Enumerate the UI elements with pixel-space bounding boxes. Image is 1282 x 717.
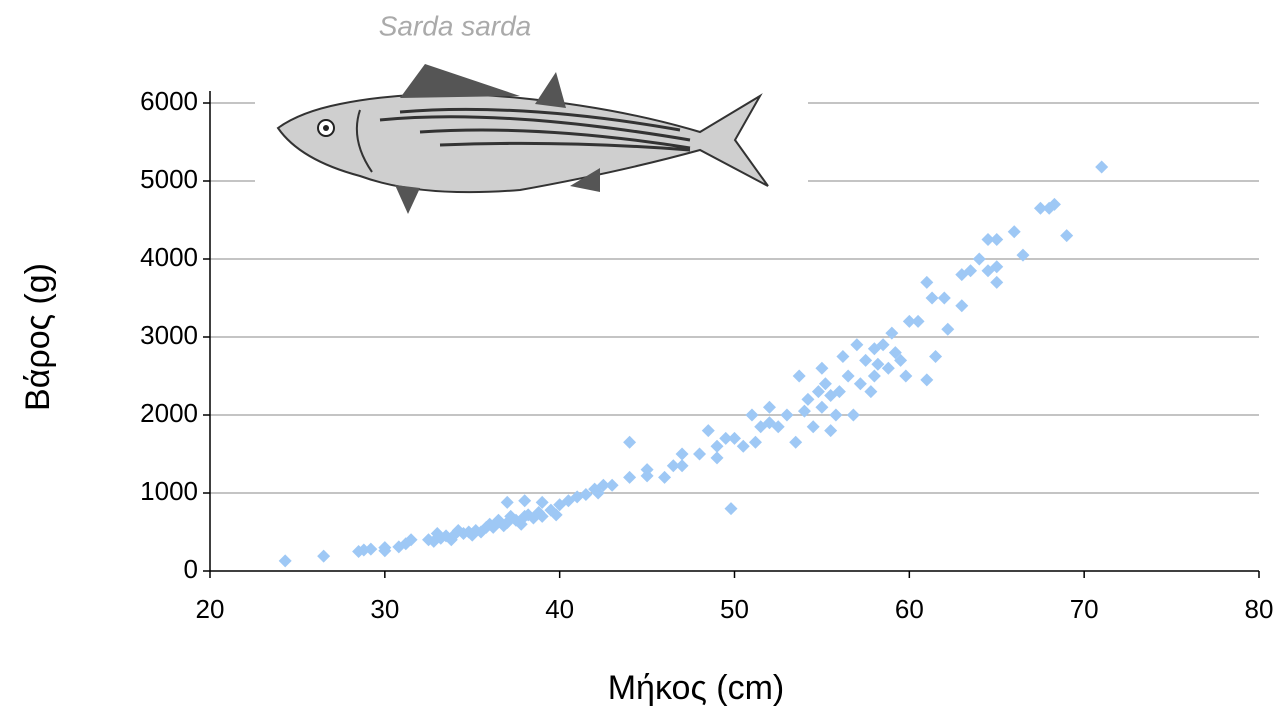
point — [815, 362, 828, 375]
fish-illustration — [255, 60, 808, 220]
point — [815, 401, 828, 414]
point — [973, 253, 986, 266]
points — [279, 160, 1108, 567]
point — [912, 315, 925, 328]
x-tick-label: 40 — [545, 594, 574, 624]
point — [920, 373, 933, 386]
point — [842, 370, 855, 383]
x-tick-label: 80 — [1245, 594, 1274, 624]
x-tick-label: 30 — [370, 594, 399, 624]
point — [926, 292, 939, 305]
y-tick-label: 4000 — [140, 242, 198, 272]
point — [836, 350, 849, 363]
y-tick-label: 5000 — [140, 164, 198, 194]
x-tick-label: 70 — [1070, 594, 1099, 624]
y-tick-label: 0 — [184, 554, 198, 584]
point — [882, 362, 895, 375]
point — [829, 409, 842, 422]
x-tick-label: 20 — [196, 594, 225, 624]
point — [536, 496, 549, 509]
point — [676, 448, 689, 461]
point — [859, 354, 872, 367]
point — [702, 424, 715, 437]
point — [728, 432, 741, 445]
point — [824, 424, 837, 437]
point — [807, 420, 820, 433]
point — [793, 370, 806, 383]
point — [780, 409, 793, 422]
point — [1008, 225, 1021, 238]
point — [941, 323, 954, 336]
point — [854, 377, 867, 390]
chart: Sarda sarda Μήκος (cm) Βάρος (g) 0 1000 20… — [0, 0, 1282, 717]
point — [745, 409, 758, 422]
point — [871, 358, 884, 371]
point — [847, 409, 860, 422]
point — [623, 471, 636, 484]
point — [711, 451, 724, 464]
point — [990, 233, 1003, 246]
point — [279, 554, 292, 567]
point — [868, 370, 881, 383]
point — [920, 276, 933, 289]
point — [606, 479, 619, 492]
point — [658, 471, 671, 484]
point — [899, 370, 912, 383]
y-tick-label: 1000 — [140, 476, 198, 506]
x-axis-label: Μήκος (cm) — [608, 669, 785, 707]
point — [801, 393, 814, 406]
point — [850, 338, 863, 351]
y-tick-label: 2000 — [140, 398, 198, 428]
point — [1060, 229, 1073, 242]
point — [623, 436, 636, 449]
point — [864, 385, 877, 398]
point — [676, 459, 689, 472]
point — [737, 440, 750, 453]
point — [317, 550, 330, 563]
point — [711, 440, 724, 453]
y-axis-label: Βάρος (g) — [19, 263, 57, 411]
point — [693, 448, 706, 461]
point — [501, 496, 514, 509]
point — [990, 276, 1003, 289]
point — [763, 401, 776, 414]
x-tick-label: 50 — [720, 594, 749, 624]
point — [725, 502, 738, 515]
point — [938, 292, 951, 305]
point — [749, 436, 762, 449]
point — [789, 436, 802, 449]
page: Sarda sarda Μήκος (cm) Βάρος (g) 0 1000 20… — [0, 0, 1282, 717]
point — [955, 299, 968, 312]
point — [929, 350, 942, 363]
point — [518, 494, 531, 507]
point — [1095, 160, 1108, 173]
y-tick-label: 3000 — [140, 320, 198, 350]
x-tick-label: 60 — [895, 594, 924, 624]
chart-title: Sarda sarda — [379, 10, 532, 41]
y-tick-label: 6000 — [140, 86, 198, 116]
